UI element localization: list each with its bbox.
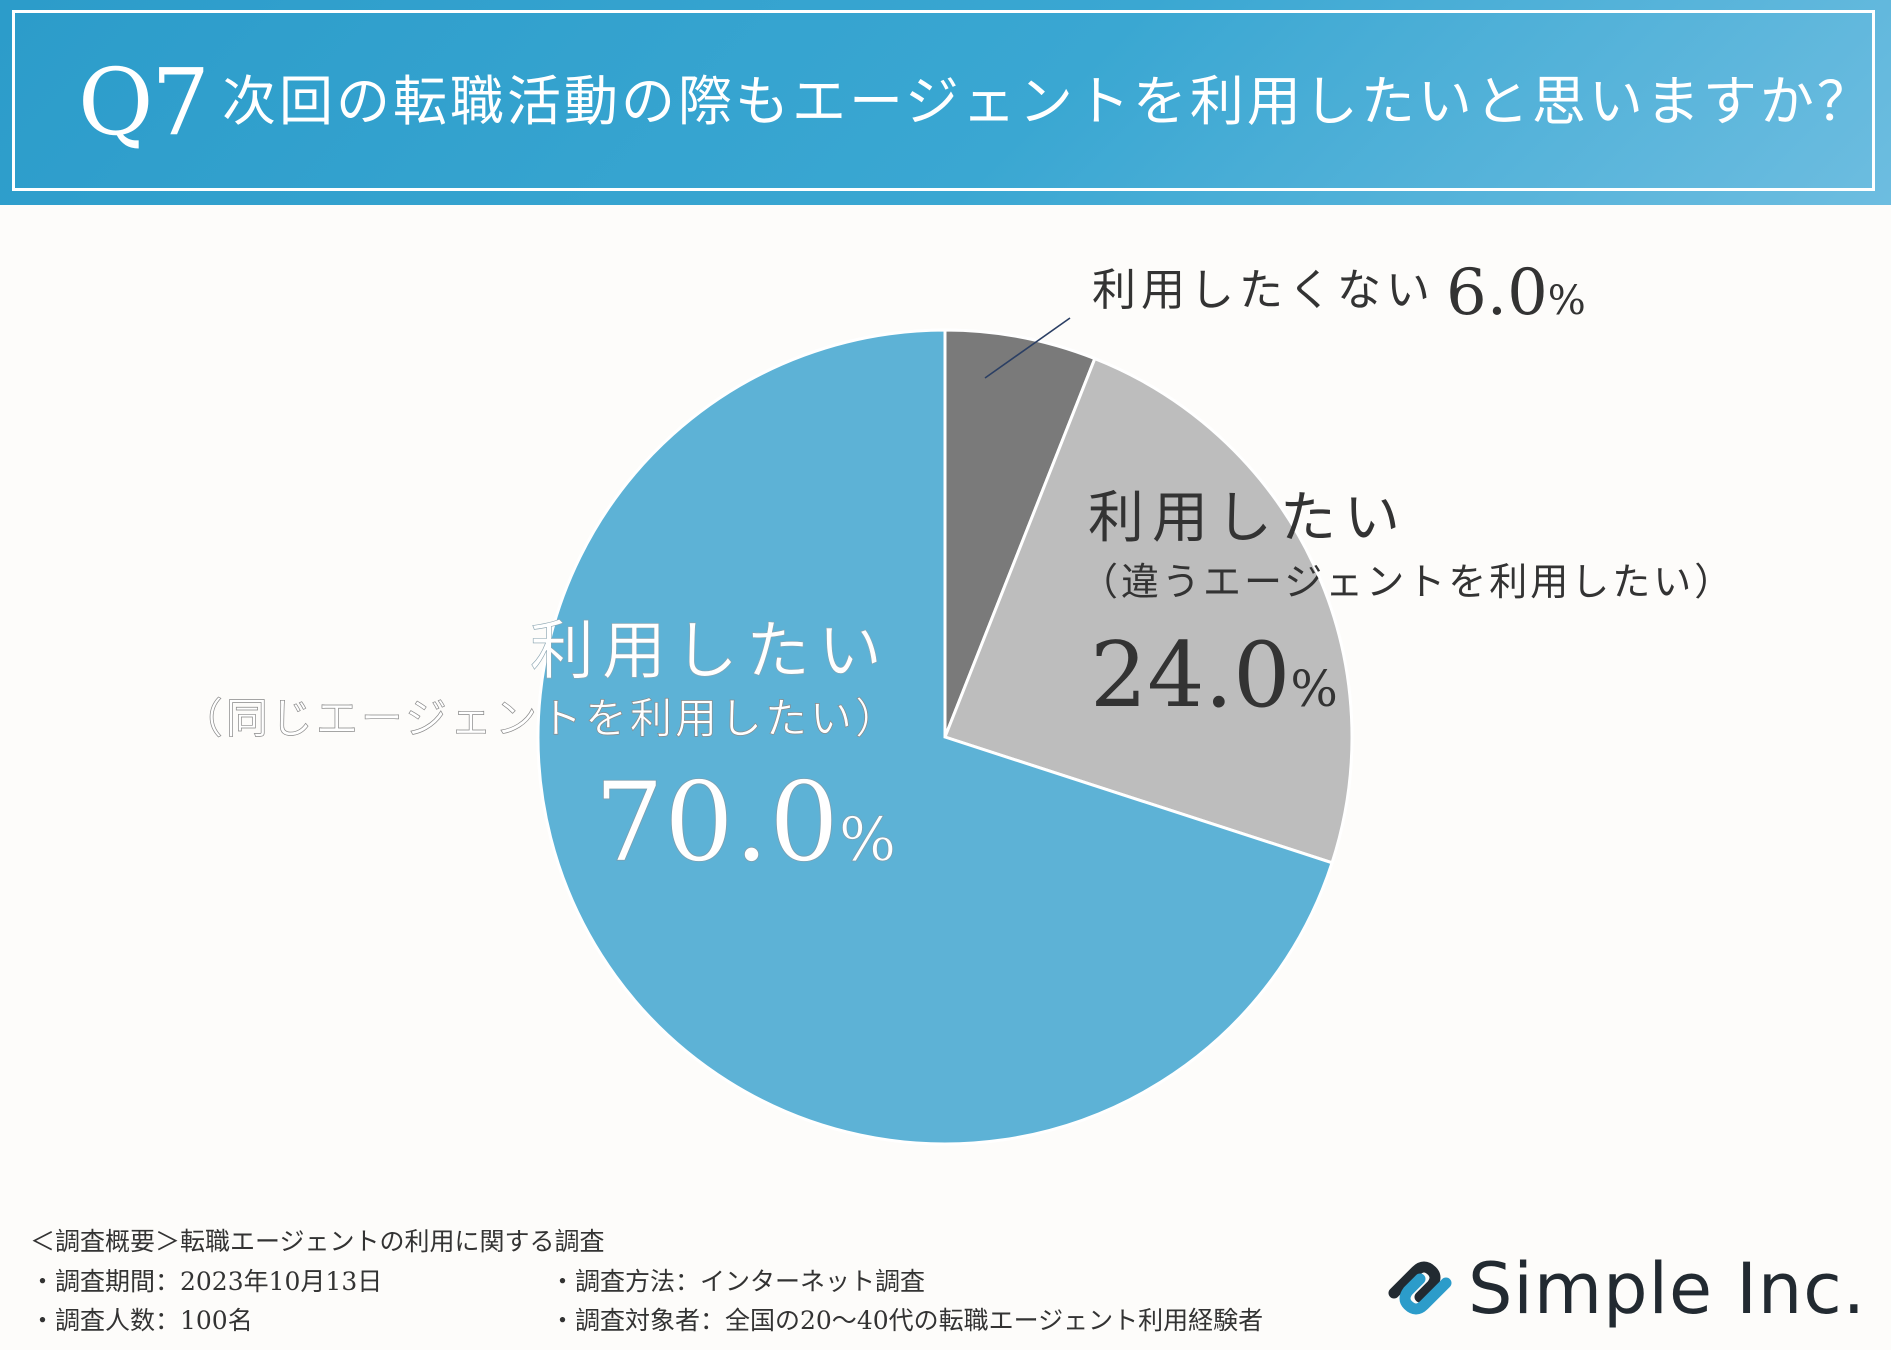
slice-label-other-agent-value: 24.0% [1090,623,1338,728]
slice-label-not-use-text: 利用したくない [1092,265,1435,316]
logo-text: Simple Inc. [1468,1248,1867,1330]
slice-unit-not-use: % [1548,278,1586,324]
slice-label-same-agent-text: 利用したい [530,615,890,689]
survey-overview: ＜調査概要＞転職エージェントの利用に関する調査 ・調査期間：2023年10月13… [30,1222,1410,1342]
slice-label-not-use-value: 6.0% [1446,256,1586,330]
question-number: Q7 [78,49,210,156]
banner-frame [12,10,1875,191]
slice-label-same-agent: 利用したい （同じエージェントを利用したい） 70.0% [180,615,900,887]
survey-period: ・調査期間：2023年10月13日 [30,1267,383,1296]
survey-method: ・調査方法：インターネット調査 [550,1267,926,1296]
company-logo: Simple Inc. [1380,1245,1865,1335]
slice-value-same-agent: 70.0 [594,758,839,886]
slice-value-other-agent: 24.0 [1090,623,1290,728]
slice-unit-other-agent: % [1290,660,1338,718]
slice-value-not-use: 6.0 [1446,256,1548,330]
pie-slices [536,328,1354,1146]
survey-count: ・調査人数：100名 [30,1306,253,1335]
survey-title: ＜調査概要＞転職エージェントの利用に関する調査 [30,1227,605,1256]
chain-link-icon [1388,1261,1452,1315]
slice-label-not-use: 利用したくない 6.0% [1092,256,1586,330]
slice-label-same-agent-value: 70.0% [594,758,896,886]
question-banner: Q7 次回の転職活動の際もエージェントを利用したいと思いますか？ [0,0,1891,205]
slice-label-other-agent: 利用したい （違うエージェントを利用したい） 24.0% [1080,486,1735,728]
pie-slice-other-agent [943,356,1354,865]
slice-unit-same-agent: % [839,805,896,875]
slice-label-other-agent-sub: （違うエージェントを利用したい） [1080,560,1735,604]
slice-label-same-agent-sub: （同じエージェントを利用したい） [181,694,900,743]
leader-line-not-use [984,317,1071,379]
question-title: 次回の転職活動の際もエージェントを利用したいと思いますか？ [222,70,1874,133]
pie-slice-same-agent [536,328,1334,1146]
survey-target: ・調査対象者：全国の20〜40代の転職エージェント利用経験者 [550,1306,1264,1335]
slice-label-other-agent-text: 利用したい [1088,486,1408,551]
pie-slice-not-use [943,328,1097,738]
